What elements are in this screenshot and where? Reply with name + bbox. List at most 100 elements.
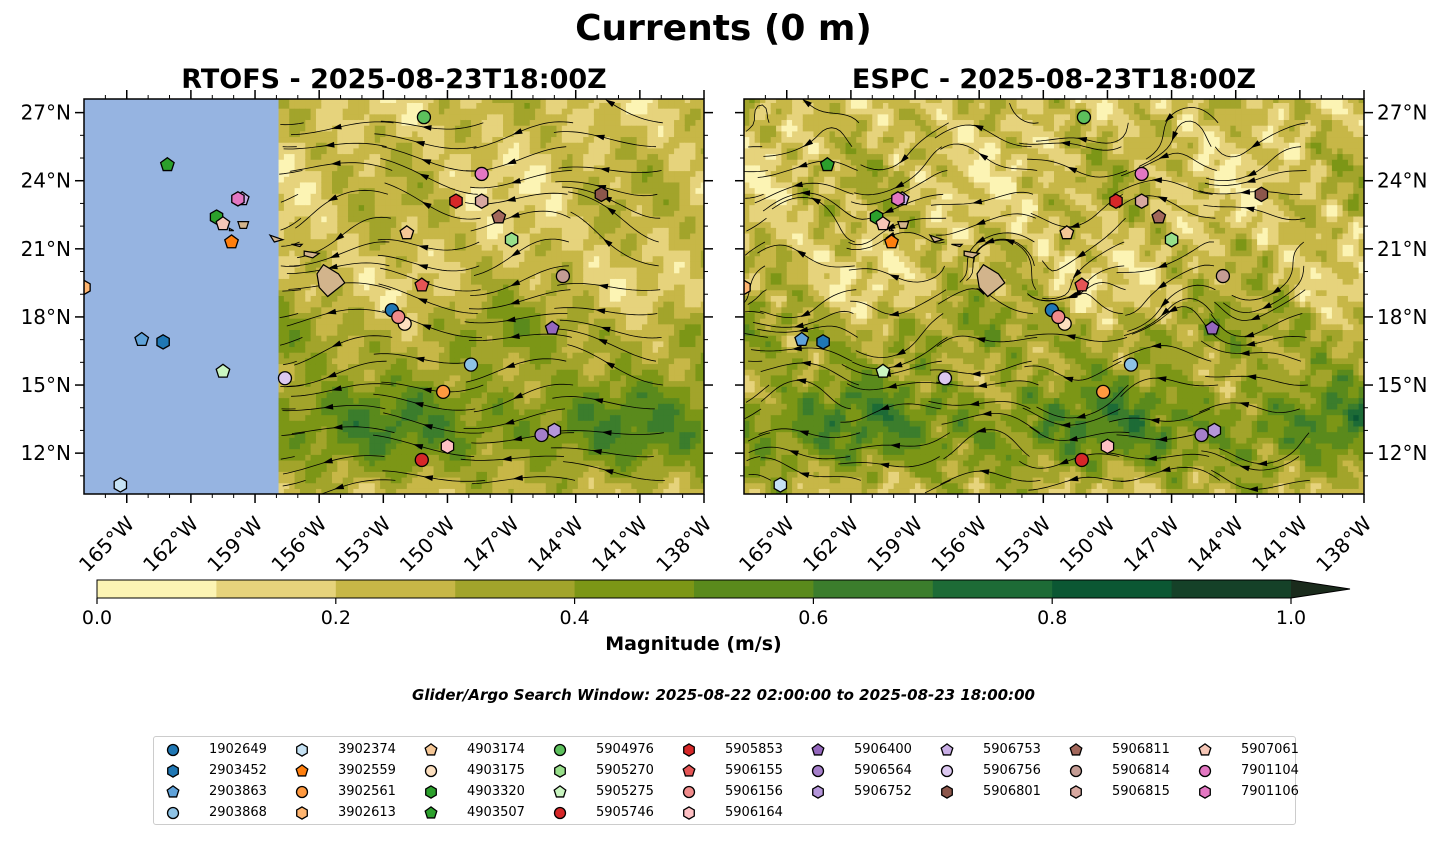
rtofs-x-tick-label: 156°W xyxy=(266,511,331,576)
rtofs-map: 165°W 162°W 159°W 156°W 153°W 150°W 147°W 144°W… xyxy=(21,90,716,577)
legend-label: 5906815 xyxy=(1112,784,1170,799)
espc-float-5905275 xyxy=(875,363,891,378)
legend-label: 5906811 xyxy=(1112,742,1170,757)
espc-x-tick-label: 165°W xyxy=(734,511,799,576)
legend-marker-5906814 xyxy=(1069,764,1083,778)
legend-marker-icon xyxy=(941,785,953,799)
rtofs-float-5907061 xyxy=(215,215,231,231)
legend-label: 5906155 xyxy=(725,763,783,778)
figure-title: Currents (0 m) xyxy=(575,8,872,49)
colorbar-segment xyxy=(216,580,337,598)
rtofs-float-3902561 xyxy=(436,384,451,399)
legend-label: 4903175 xyxy=(467,763,525,778)
rtofs-float-5906756 xyxy=(277,371,293,386)
rtofs-x-tick-label: 141°W xyxy=(587,511,652,576)
legend-label: 5906564 xyxy=(854,763,912,778)
rtofs-x-tick-label: 138°W xyxy=(651,511,716,576)
legend-marker-4903320 xyxy=(425,785,437,799)
legend-marker-5906753 xyxy=(940,743,954,756)
legend-marker-5905853 xyxy=(683,743,695,757)
legend-marker-2903868 xyxy=(166,806,180,820)
legend-marker-5906752 xyxy=(812,785,824,799)
espc-float-5906156 xyxy=(1051,309,1066,325)
espc-x-tick-label: 153°W xyxy=(991,511,1056,576)
rtofs-y-tick-label: 15°N xyxy=(21,373,71,397)
legend-marker-icon xyxy=(553,806,567,820)
legend-marker-5906155 xyxy=(682,764,696,777)
legend-label: 5906156 xyxy=(725,784,783,799)
rtofs-streamlines xyxy=(279,99,665,494)
legend-marker-icon xyxy=(1069,743,1083,756)
rtofs-float-3902374 xyxy=(113,477,128,493)
colorbar-tick-label: 0.0 xyxy=(82,607,112,629)
colorbar-segment xyxy=(813,580,934,598)
legend-marker-icon xyxy=(940,764,954,778)
legend-marker-5906801 xyxy=(941,785,953,799)
rtofs-x-tick-label: 165°W xyxy=(74,511,139,576)
legend-label: 5904976 xyxy=(596,742,654,757)
legend-marker-icon xyxy=(682,764,696,777)
espc-float-2903868 xyxy=(1123,357,1139,372)
rtofs-float-2903452 xyxy=(156,334,170,350)
espc-y-tick-label: 21°N xyxy=(1377,237,1427,261)
legend-label: 4903507 xyxy=(467,805,525,820)
rtofs-float-5906801 xyxy=(594,186,609,203)
search-window-note: Glider/Argo Search Window: 2025-08-22 02… xyxy=(412,686,1035,704)
colorbar-segment xyxy=(574,580,695,598)
legend-label: 4903320 xyxy=(467,784,525,799)
rtofs-x-tick-label: 150°W xyxy=(395,511,460,576)
espc-x-tick-label: 150°W xyxy=(1055,511,1120,576)
legend-marker-icon xyxy=(940,743,954,756)
legend-label: 7901106 xyxy=(1241,784,1299,799)
espc-x-tick-label: 141°W xyxy=(1247,511,1312,576)
colorbar-tick-label: 0.2 xyxy=(321,607,351,629)
legend-label: 5906164 xyxy=(725,805,783,820)
legend-marker-7901104 xyxy=(1198,764,1212,778)
espc-float-5906155 xyxy=(1074,277,1090,292)
colorbar-segment xyxy=(694,580,814,598)
legend-marker-icon xyxy=(682,785,696,799)
colorbar-segment xyxy=(335,580,456,598)
legend-label: 3902559 xyxy=(338,763,396,778)
legend-marker-icon xyxy=(296,743,308,757)
legend-label: 5905853 xyxy=(725,742,783,757)
espc-float-5905270 xyxy=(1164,231,1179,248)
espc-magnitude-field xyxy=(744,99,1364,494)
espc-x-tick-label: 162°W xyxy=(798,511,863,576)
rtofs-x-tick-label: 159°W xyxy=(202,511,267,576)
legend-marker-5906815 xyxy=(1070,785,1082,799)
espc-x-tick-label: 147°W xyxy=(1119,511,1184,576)
rtofs-float-5905270 xyxy=(504,231,519,248)
espc-float-5906801 xyxy=(1254,186,1269,203)
legend-marker-icon xyxy=(295,785,309,799)
legend-marker-3902559 xyxy=(295,764,309,777)
rtofs-float-2903863 xyxy=(134,331,150,347)
espc-float-3902613 xyxy=(744,279,751,296)
legend-marker-icon xyxy=(1198,743,1212,756)
colorbar-tick-label: 1.0 xyxy=(1276,607,1306,629)
legend-label: 5906756 xyxy=(983,763,1041,778)
legend-marker-icon xyxy=(1070,785,1082,799)
legend-label: 5906814 xyxy=(1112,763,1170,778)
rtofs-float-5906814 xyxy=(555,268,571,284)
legend-marker-5907061 xyxy=(1198,743,1212,756)
legend-marker-icon xyxy=(683,743,695,757)
legend-label: 2903452 xyxy=(209,763,267,778)
rtofs-float-7901104 xyxy=(474,166,489,182)
legend-label: 5905275 xyxy=(596,784,654,799)
rtofs-float-5905275 xyxy=(215,363,231,378)
rtofs-float-3902559 xyxy=(223,234,240,249)
espc-x-tick-label: 156°W xyxy=(926,511,991,576)
legend-marker-icon xyxy=(554,764,566,778)
legend-marker-7901106 xyxy=(1199,785,1211,799)
espc-y-tick-label: 24°N xyxy=(1377,169,1427,193)
espc-float-5906814 xyxy=(1215,268,1231,284)
espc-y-tick-label: 27°N xyxy=(1377,101,1427,125)
espc-float-4903174 xyxy=(1059,225,1075,240)
rtofs-x-tick-label: 153°W xyxy=(331,511,396,576)
espc-float-5906400 xyxy=(1204,320,1220,335)
rtofs-float-5906400 xyxy=(544,320,560,335)
rtofs-frame xyxy=(83,98,705,495)
legend-marker-icon xyxy=(811,764,825,778)
